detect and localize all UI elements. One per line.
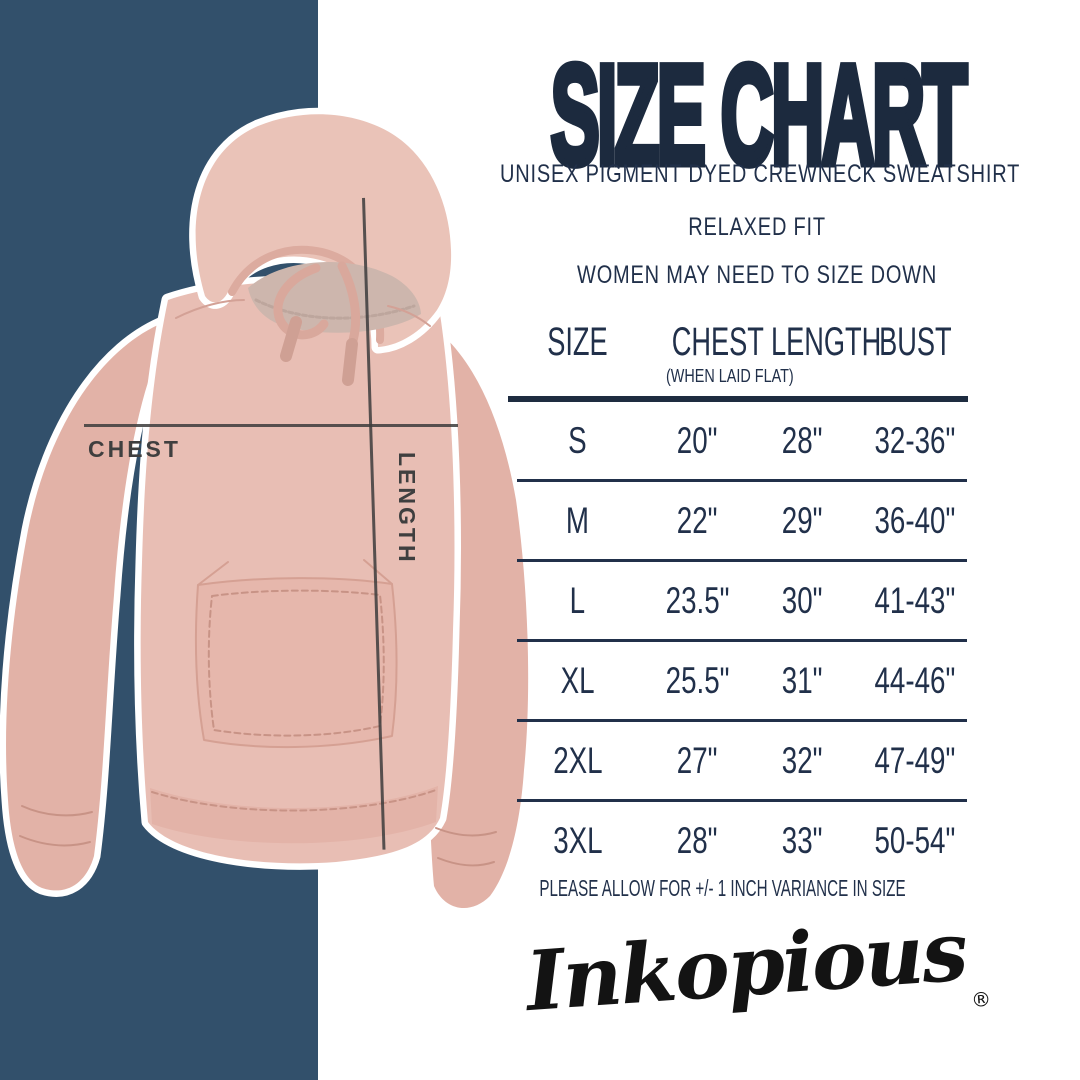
cell-size: XL [560,659,595,701]
chest-measure-label: CHEST [88,436,181,462]
cell-bust: 50-54" [874,819,956,861]
hoodie-left-sleeve [0,313,179,897]
cell-length: 29" [782,499,823,541]
hoodie-product-image [0,107,535,915]
cell-bust: 41-43" [874,579,956,621]
col-header-length: LENGTH [770,320,882,364]
row-divider [517,799,967,802]
brand-logo-text: Inkopious [523,903,970,1031]
table-row: XL 25.5" 31" 44-46" [505,642,970,719]
hoodie-hem-band [150,786,438,844]
cell-bust: 44-46" [874,659,956,701]
drawstring-aglet [342,338,358,386]
pocket-opening-seams [197,559,393,586]
left-cuff-ribbing [19,805,93,847]
hoodie-body [134,275,461,870]
cell-chest: 22" [677,499,718,541]
cell-chest: 27" [677,739,718,781]
size-table: SIZE CHEST (WHEN LAID FLAT) LENGTH BUST … [505,322,970,879]
length-measure-label: LENGTH [394,452,420,565]
shoulder-seams [175,299,431,327]
size-table-body: S 20" 28" 32-36" M 22" 29" 36-40" L 23.5" 30" 41-43… [505,402,970,879]
cell-chest: 23.5" [665,579,730,621]
page-title: SIZE CHART [549,31,970,198]
row-divider [517,559,967,562]
cell-length: 33" [782,819,823,861]
col-header-bust: BUST [878,320,952,364]
cell-length: 30" [782,579,823,621]
kangaroo-pocket [195,577,398,749]
drawstring-aglet [280,316,302,362]
header-rule [508,396,968,402]
variance-note: PLEASE ALLOW FOR +/- 1 INCH VARIANCE IN … [539,875,906,901]
collar-stitching [254,298,416,320]
chest-measure-line [84,424,458,427]
right-cuff-ribbing [435,827,497,867]
table-row: S 20" 28" 32-36" [505,402,970,479]
subtitle-fit: RELAXED FIT [688,213,827,241]
subtitle-sizing-tip: WOMEN MAY NEED TO SIZE DOWN [577,261,938,289]
cell-size: L [569,579,586,621]
cell-size: 3XL [552,819,603,861]
cell-length: 32" [782,739,823,781]
hem-stitching [151,789,437,812]
table-row: M 22" 29" 36-40" [505,482,970,559]
col-header-chest: CHEST (WHEN LAID FLAT) [665,320,794,386]
drawstring-right [337,261,361,349]
registered-mark-icon: ® [970,986,992,1013]
cell-length: 31" [782,659,823,701]
cell-bust: 47-49" [874,739,956,781]
col-header-size: SIZE [547,320,608,364]
table-row: 2XL 27" 32" 47-49" [505,722,970,799]
size-table-header: SIZE CHEST (WHEN LAID FLAT) LENGTH BUST [505,322,970,396]
row-divider [517,719,967,722]
cell-size: S [568,419,587,461]
row-divider [517,639,967,642]
cell-chest: 20" [677,419,718,461]
row-divider [517,479,967,482]
cell-bust: 36-40" [874,499,956,541]
cell-chest: 25.5" [665,659,730,701]
chest-subnote: (WHEN LAID FLAT) [665,366,794,386]
cell-size: M [565,499,590,541]
cell-bust: 32-36" [874,419,956,461]
table-row: 3XL 28" 33" 50-54" [505,802,970,879]
table-row: L 23.5" 30" 41-43" [505,562,970,639]
cell-length: 28" [782,419,823,461]
drawstring-left [273,263,329,340]
subtitle-fabric: UNISEX PIGMENT DYED CREWNECK SWEATSHIRT [500,160,1021,188]
cell-chest: 28" [677,819,718,861]
cell-size: 2XL [552,739,603,781]
